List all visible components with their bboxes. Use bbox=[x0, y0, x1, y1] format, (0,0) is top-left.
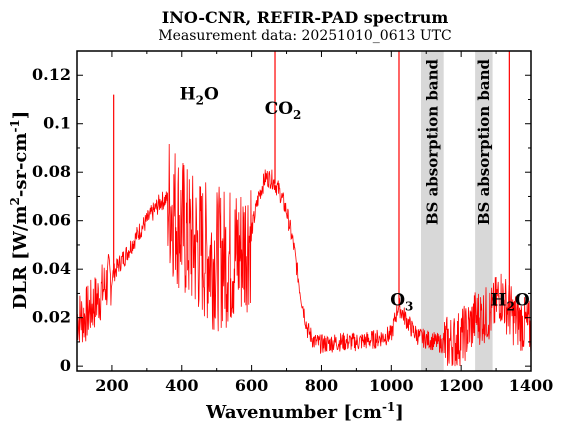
spectrum-line bbox=[76, 143, 532, 367]
x-axis-label: Wavenumber [cm-1] bbox=[205, 400, 404, 423]
chart-title: INO-CNR, REFIR-PAD spectrum bbox=[162, 8, 449, 27]
y-tick-label: 0.04 bbox=[32, 259, 71, 278]
y-axis-ticks: 0 0.02 0.04 0.06 0.08 0.1 0.12 bbox=[32, 65, 531, 375]
species-label-3: O3 bbox=[390, 291, 413, 314]
band-label-1: BS absorption band bbox=[423, 59, 441, 226]
x-tick-label: 1000 bbox=[369, 376, 414, 395]
x-tick-label: 200 bbox=[95, 376, 128, 395]
y-tick-label: 0 bbox=[60, 356, 71, 375]
species-label-2: CO2 bbox=[265, 99, 302, 122]
absorption-band-1 bbox=[420, 51, 444, 371]
annotations: H2O CO2 O3 H2O bbox=[180, 84, 530, 313]
x-tick-label: 400 bbox=[165, 376, 198, 395]
y-tick-label: 0.06 bbox=[32, 211, 71, 230]
band-label-2: BS absorption band bbox=[475, 59, 493, 226]
x-tick-label: 800 bbox=[305, 376, 338, 395]
x-tick-label: 1200 bbox=[439, 376, 484, 395]
chart-subtitle: Measurement data: 20251010_0613 UTC bbox=[158, 28, 451, 44]
absorption-band-2 bbox=[475, 51, 493, 371]
species-label-1: H2O bbox=[180, 84, 219, 107]
y-tick-label: 0.02 bbox=[32, 308, 71, 327]
absorption-bands: BS absorption band BS absorption band bbox=[420, 51, 493, 371]
y-axis-label: DLR [W/m2-sr-cm-1] bbox=[8, 111, 31, 310]
plot-frame bbox=[76, 50, 532, 372]
x-axis-ticks: 200 400 600 800 1000 1200 1400 bbox=[76, 51, 554, 395]
y-tick-label: 0.1 bbox=[43, 114, 71, 133]
x-tick-label: 1400 bbox=[509, 376, 554, 395]
y-tick-label: 0.08 bbox=[32, 162, 71, 181]
plot-area bbox=[76, 51, 532, 367]
species-label-4: H2O bbox=[490, 291, 529, 314]
x-tick-label: 600 bbox=[235, 376, 268, 395]
y-tick-label: 0.12 bbox=[32, 65, 71, 84]
